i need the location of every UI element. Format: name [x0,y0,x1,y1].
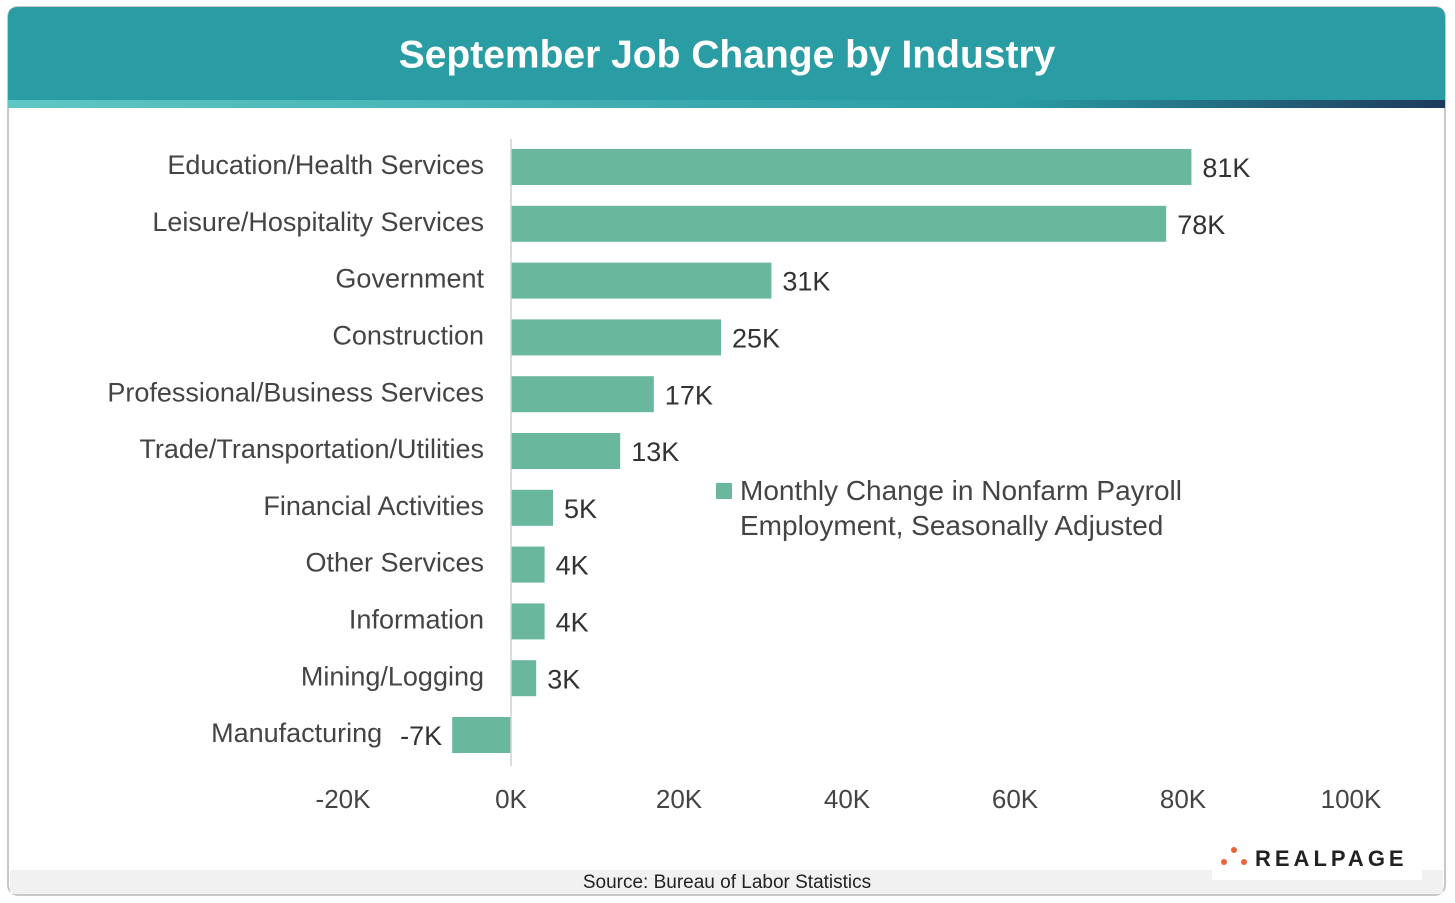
x-tick-label: 20K [656,784,703,814]
logo: REALPAGE [1255,846,1408,871]
bar [511,433,621,469]
legend-swatch [716,483,732,499]
value-label: 81K [1202,153,1250,183]
value-label: 13K [631,437,679,467]
logo-dot [1221,859,1227,865]
value-label: -7K [400,721,442,751]
y-tick-label: Government [335,264,484,294]
bar [511,205,1167,242]
x-tick-label: 0K [495,784,527,814]
y-tick-label: Financial Activities [263,491,484,521]
footer [10,870,1443,894]
y-tick-label: Trade/Transportation/Utilities [139,434,484,464]
y-tick-label: Education/Health Services [167,150,484,180]
legend: Monthly Change in Nonfarm Payroll Employ… [716,473,1216,543]
x-tick-label: -20K [316,784,372,814]
bar [511,149,1192,185]
legend-label: Monthly Change in Nonfarm Payroll Employ… [740,475,1182,541]
bar [452,717,511,753]
bar [511,319,721,356]
logo-box [1212,842,1422,880]
value-label: 5K [564,494,597,524]
bar [511,660,537,697]
value-label: 4K [556,608,589,638]
y-tick-label: Professional/Business Services [107,377,484,407]
bar [511,546,545,583]
header [8,7,1445,100]
header-stripe [8,100,1445,108]
value-label: 78K [1177,210,1225,240]
y-tick-label: Construction [332,321,484,351]
logo-dot [1231,847,1237,853]
logo-dot [1241,859,1247,865]
x-tick-label: 100K [1321,784,1382,814]
source: Source: Bureau of Labor Statistics [583,872,871,893]
y-tick-label: Leisure/Hospitality Services [152,207,484,237]
value-label: 25K [732,324,780,354]
x-tick-label: 80K [1160,784,1207,814]
bar [511,489,553,526]
chart-title: September Job Change by Industry [399,33,1056,76]
value-label: 17K [665,380,713,410]
bar [511,262,772,299]
bar [511,603,545,640]
value-label: 31K [782,267,830,297]
value-label: 4K [556,551,589,581]
value-label: 3K [547,664,580,694]
y-tick-label: Mining/Logging [301,661,484,691]
y-tick-label: Manufacturing [211,718,382,748]
x-tick-label: 60K [992,784,1039,814]
y-tick-label: Other Services [305,548,484,578]
bar [511,376,654,413]
x-tick-label: 40K [824,784,871,814]
y-tick-label: Information [349,605,484,635]
